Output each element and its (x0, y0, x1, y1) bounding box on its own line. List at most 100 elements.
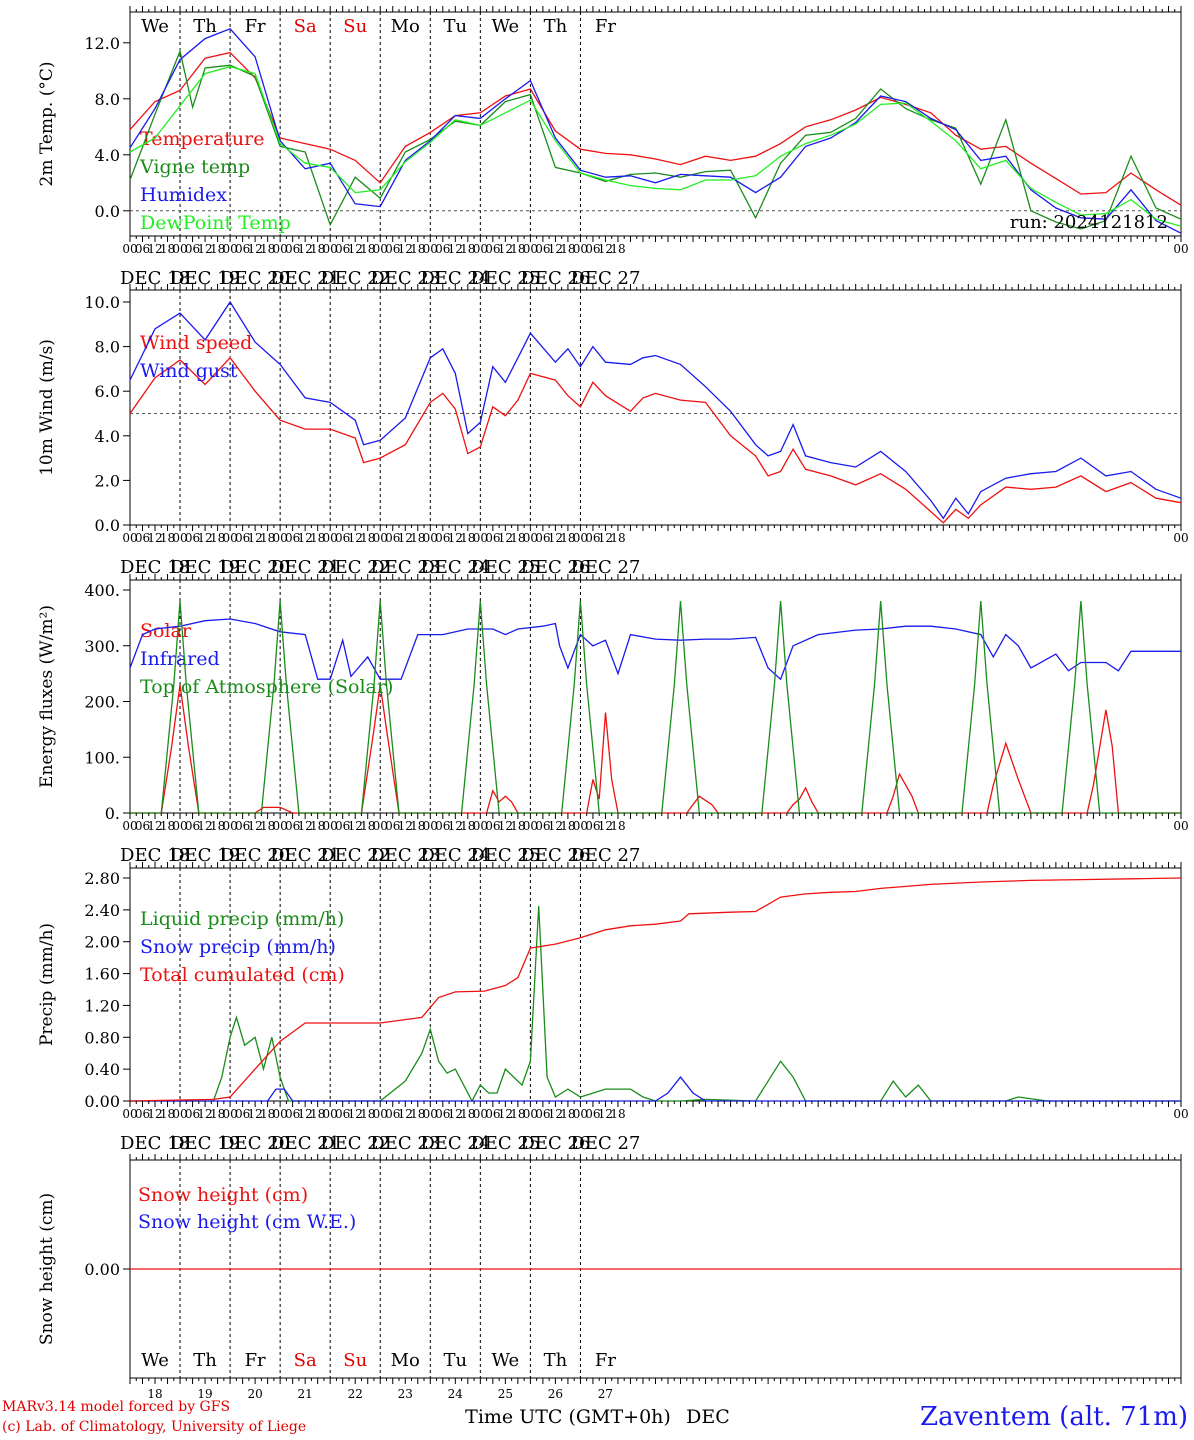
date-label: DEC 22 (320, 845, 390, 866)
y-tick-label: 0. (105, 804, 120, 823)
x-tick-label: 00 (423, 819, 438, 833)
date-label: DEC 24 (420, 557, 490, 578)
x-tick-label: 00 (323, 242, 338, 256)
weekday-label: We (492, 1350, 520, 1371)
date-label: DEC 19 (170, 557, 240, 578)
x-tick-label: 00 (423, 1107, 438, 1121)
x-tick-label: 12 (147, 819, 162, 833)
x-tick-label: 18 (460, 242, 475, 256)
weekday-label: Th (544, 1350, 568, 1371)
x-tick-label: 00 (172, 1107, 187, 1121)
x-tick-label: 12 (298, 242, 313, 256)
x-tick-label: 12 (298, 819, 313, 833)
x-tick-label: 00 (273, 531, 288, 545)
date-label: DEC 18 (120, 268, 190, 289)
x-tick-label: 06 (435, 242, 450, 256)
x-tick-label: 00 (473, 1107, 488, 1121)
weekday-label: Su (343, 1350, 367, 1371)
x-tick-label: 06 (285, 531, 300, 545)
x-tick-label: 00 (573, 531, 588, 545)
x-tick-label: 12 (548, 1107, 563, 1121)
y-axis-label: 10m Wind (m/s) (37, 339, 57, 476)
y-tick-label: 8.0 (95, 338, 120, 357)
date-label: DEC 24 (420, 845, 490, 866)
x-tick-label: 00 (523, 242, 538, 256)
date-label: DEC 27 (570, 268, 640, 289)
temperature-line (129, 51, 1182, 206)
date-label: DEC 27 (570, 845, 640, 866)
legend-entry: Snow height (cm) (138, 1184, 308, 1206)
x-tick-label: 06 (385, 531, 400, 545)
date-label: DEC 26 (520, 557, 590, 578)
x-tick-label: 00 (573, 242, 588, 256)
y-axis-label: Snow height (cm) (37, 1193, 57, 1345)
y-tick-label: 4.0 (95, 146, 120, 165)
x-tick-label: 18 (610, 819, 625, 833)
x-tick-label: 12 (448, 1107, 463, 1121)
x-tick-label: 12 (448, 531, 463, 545)
y-tick-label: 1.20 (84, 996, 120, 1015)
x-tick-label: 12 (498, 242, 513, 256)
x-tick-label: 00 (573, 1107, 588, 1121)
date-label: DEC 20 (220, 268, 290, 289)
x-tick-label: 18 (360, 531, 375, 545)
wind-gust-line (129, 300, 1182, 520)
x-tick-label: 06 (185, 1107, 200, 1121)
x-tick-label: 12 (398, 1107, 413, 1121)
x-tick-label: 00 (222, 242, 237, 256)
x-tick-label: 18 (310, 1107, 325, 1121)
x-tick-label: 00 (373, 819, 388, 833)
station-name: Zaventem (alt. 71m) (920, 1402, 1188, 1432)
x-tick-label: 06 (235, 819, 250, 833)
x-tick-label: 12 (498, 1107, 513, 1121)
x-tick-label: 18 (560, 531, 575, 545)
day-number-label: 18 (147, 1387, 162, 1401)
x-tick-label: 12 (247, 819, 262, 833)
x-tick-label: 06 (285, 1107, 300, 1121)
date-label: DEC 18 (120, 845, 190, 866)
y-tick-label: 12.0 (84, 34, 120, 53)
x-tick-label: 00 (373, 242, 388, 256)
day-number-label: 24 (448, 1387, 464, 1401)
x-tick-label: 06 (335, 1107, 350, 1121)
x-tick-label: 06 (235, 531, 250, 545)
x-tick-label: 12 (598, 242, 613, 256)
x-tick-label: 12 (548, 819, 563, 833)
x-tick-label: 18 (260, 531, 275, 545)
x-tick-label: 06 (485, 1107, 500, 1121)
date-label: DEC 27 (570, 1133, 640, 1154)
x-tick-label: 18 (310, 531, 325, 545)
x-tick-label: 12 (348, 531, 363, 545)
x-tick-label: 12 (348, 819, 363, 833)
x-tick-label: 12 (197, 531, 212, 545)
x-tick-label: 06 (435, 819, 450, 833)
date-label: DEC 25 (470, 1133, 540, 1154)
x-tick-label: 00 (473, 242, 488, 256)
x-tick-label: 12 (398, 242, 413, 256)
x-tick-label: 18 (510, 242, 525, 256)
x-tick-label: 00 (273, 1107, 288, 1121)
x-tick-label: 06 (585, 1107, 600, 1121)
weekday-label: Tu (444, 16, 468, 37)
date-label: DEC 26 (520, 268, 590, 289)
x-tick-label: 12 (147, 1107, 162, 1121)
x-tick-label: 18 (160, 819, 175, 833)
weekday-label: Sa (294, 16, 317, 37)
day-number-label: 27 (598, 1387, 613, 1401)
x-tick-label: 06 (385, 1107, 400, 1121)
x-tick-label: 00 (323, 819, 338, 833)
x-tick-label: 18 (310, 819, 325, 833)
x-axis-month: DEC (686, 1406, 730, 1428)
weekday-label: Fr (245, 1350, 266, 1371)
y-tick-label: 6.0 (95, 382, 120, 401)
x-tick-label: 06 (535, 819, 550, 833)
x-tick-label: 12 (298, 531, 313, 545)
x-tick-label: 00 (1173, 531, 1188, 545)
date-label: DEC 25 (470, 557, 540, 578)
weekday-label: Sa (294, 1350, 317, 1371)
y-tick-label: 1.60 (84, 965, 120, 984)
y-axis-label: Precip (mm/h) (37, 923, 57, 1046)
weekday-label: We (141, 16, 169, 37)
x-tick-label: 06 (185, 531, 200, 545)
